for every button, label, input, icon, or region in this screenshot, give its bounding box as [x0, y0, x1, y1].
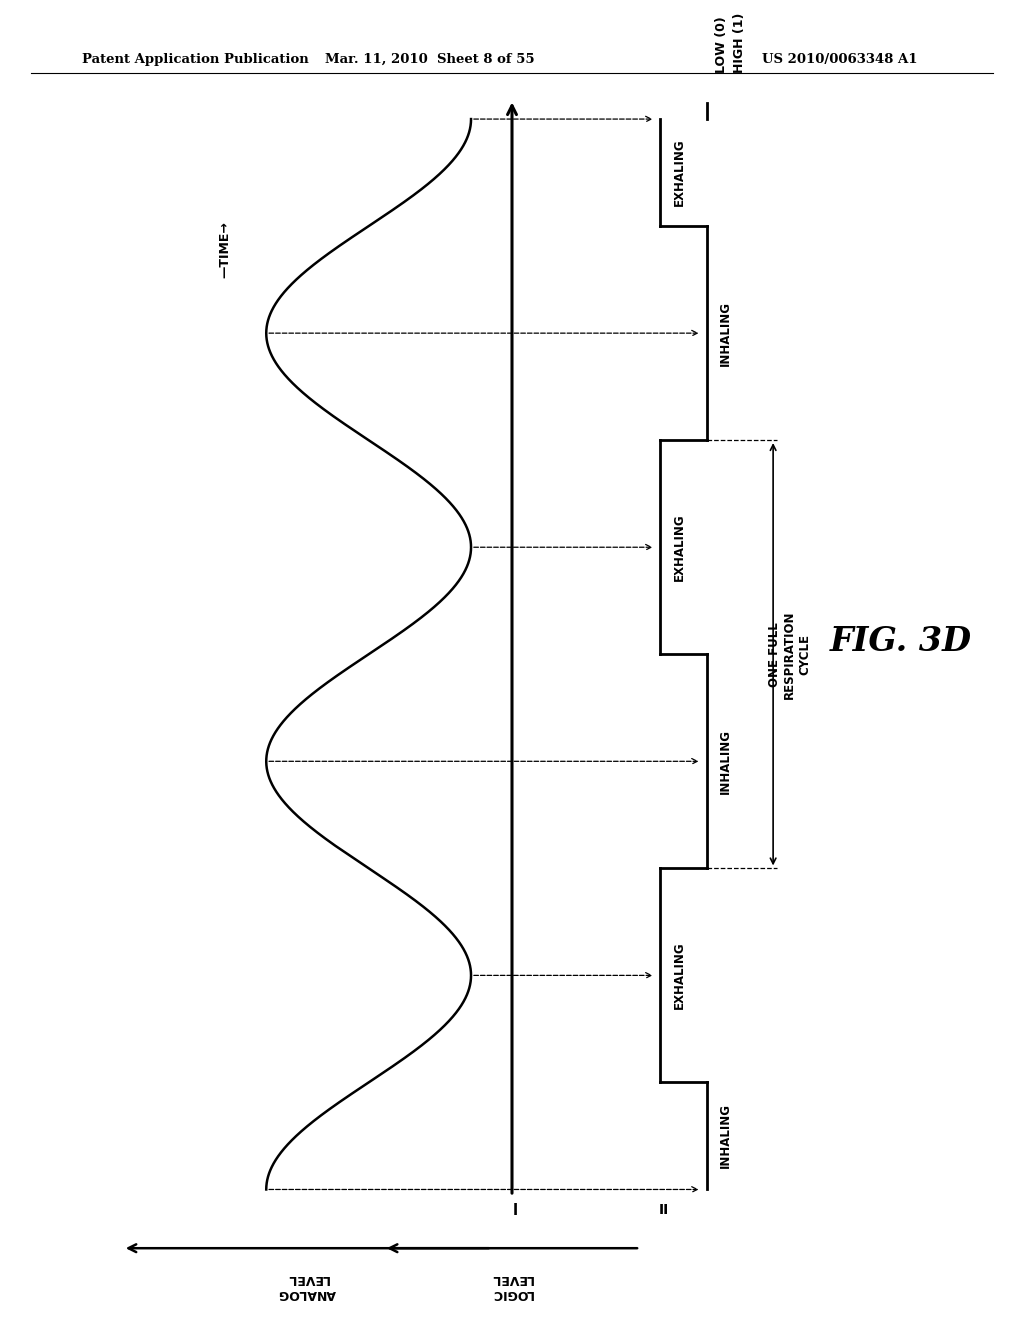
Text: Patent Application Publication: Patent Application Publication — [82, 53, 308, 66]
Text: INHALING: INHALING — [719, 1104, 732, 1168]
Text: EXHALING: EXHALING — [673, 139, 686, 206]
Text: LOW (0): LOW (0) — [716, 17, 728, 74]
Text: II: II — [658, 1203, 669, 1217]
Text: INHALING: INHALING — [719, 729, 732, 793]
Text: LOGIC
LEVEL: LOGIC LEVEL — [490, 1271, 534, 1300]
Text: l: l — [512, 1203, 518, 1217]
Text: HIGH (1): HIGH (1) — [733, 13, 745, 74]
Text: —TIME→: —TIME→ — [219, 222, 231, 279]
Text: EXHALING: EXHALING — [673, 941, 686, 1010]
Text: INHALING: INHALING — [719, 301, 732, 366]
Text: US 2010/0063348 A1: US 2010/0063348 A1 — [762, 53, 918, 66]
Text: EXHALING: EXHALING — [673, 513, 686, 581]
Text: ANALOG
LEVEL: ANALOG LEVEL — [279, 1271, 336, 1300]
Text: ONE FULL
RESPIRATION
CYCLE: ONE FULL RESPIRATION CYCLE — [768, 610, 811, 698]
Text: Mar. 11, 2010  Sheet 8 of 55: Mar. 11, 2010 Sheet 8 of 55 — [326, 53, 535, 66]
Text: FIG. 3D: FIG. 3D — [830, 624, 972, 657]
